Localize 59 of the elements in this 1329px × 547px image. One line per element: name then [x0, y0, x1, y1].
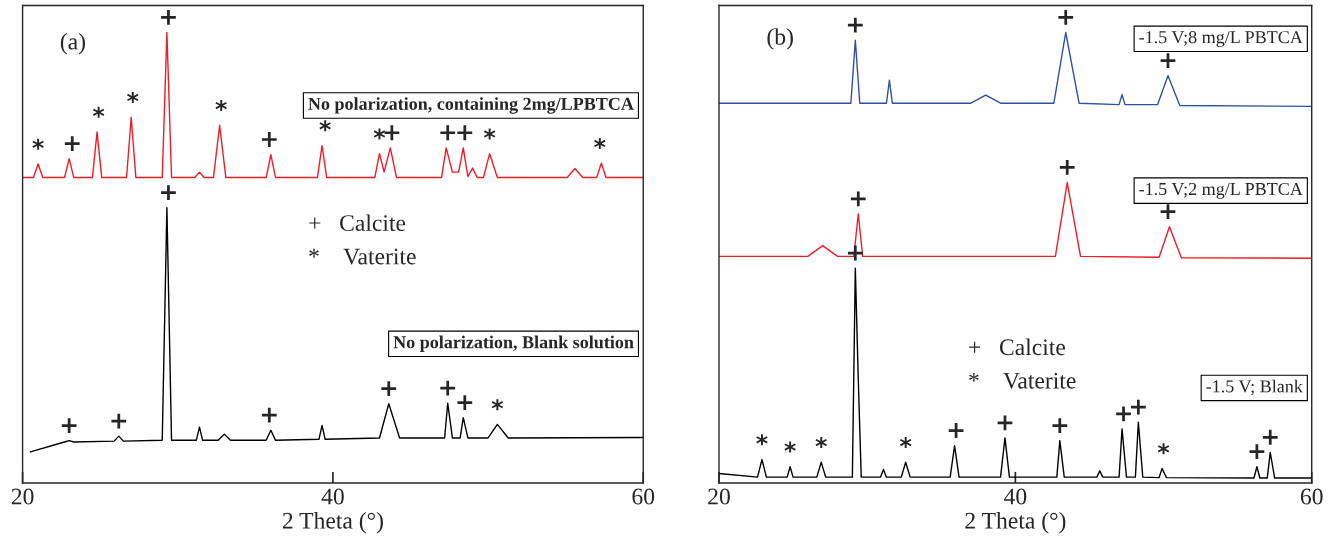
- x-axis-title: 2 Theta (°): [965, 512, 1066, 534]
- annotation: +: [1116, 406, 1131, 422]
- text: -1.5 V; Blank: [1206, 379, 1303, 396]
- annotation: +: [1160, 53, 1176, 69]
- x-tick-label: 60: [1300, 488, 1323, 505]
- annotation: +: [440, 380, 456, 396]
- annotation: +: [1160, 204, 1176, 219]
- annotation: * Vaterite: [969, 372, 1076, 389]
- series-label: No polarization, containing 2mg/LPBTCA: [308, 97, 634, 114]
- annotation: +: [1262, 429, 1278, 445]
- annotation: (a): [60, 32, 85, 55]
- x-tick-label: 40: [321, 488, 344, 505]
- annotation: +: [261, 132, 277, 147]
- annotation: +: [457, 125, 473, 141]
- annotation: +: [1052, 418, 1068, 433]
- annotation: +: [440, 125, 456, 141]
- annotation: +: [161, 10, 176, 25]
- annotation: +: [847, 17, 863, 33]
- annotation: *: [483, 128, 496, 140]
- annotation: +: [111, 413, 127, 429]
- text: -1.5 V;8 mg/L PBTCA: [1139, 31, 1303, 47]
- annotation: +: [948, 423, 964, 438]
- annotation: +: [1059, 160, 1075, 175]
- x-tick-label: 20: [11, 488, 34, 505]
- annotation: *: [319, 120, 331, 132]
- annotation: +: [1249, 444, 1265, 460]
- annotation: +: [384, 125, 400, 141]
- annotation: +: [997, 415, 1013, 431]
- x-tick-label: 60: [632, 488, 655, 505]
- text: -1.5 V;2 mg/L PBTCA: [1139, 182, 1303, 199]
- annotation: (b): [767, 28, 793, 50]
- annotation: *: [900, 437, 912, 449]
- annotation: +: [61, 418, 77, 433]
- annotation: *: [491, 399, 504, 411]
- annotation: * Vaterite: [309, 248, 416, 265]
- annotation: +: [850, 191, 866, 207]
- annotation: *: [1157, 443, 1170, 455]
- annotation: *: [215, 100, 227, 112]
- annotation: *: [92, 106, 105, 118]
- annotation: +: [381, 381, 397, 397]
- annotation: + Calcite: [969, 338, 1066, 356]
- annotation: +: [1130, 399, 1146, 415]
- x-axis-title: 2 Theta (°): [282, 512, 383, 534]
- annotation: *: [594, 137, 606, 149]
- annotation: +: [261, 407, 277, 423]
- annotation: +: [161, 185, 176, 201]
- annotation: *: [784, 441, 796, 453]
- annotation: +: [1058, 10, 1074, 25]
- x-tick-label: 40: [1004, 488, 1027, 505]
- annotation: +: [64, 136, 80, 151]
- text: No polarization, Blank solution: [393, 335, 634, 352]
- x-tick-label: 20: [708, 488, 730, 505]
- annotation: *: [127, 91, 139, 103]
- annotation: *: [756, 434, 768, 446]
- annotation: *: [373, 128, 386, 140]
- annotation: *: [815, 437, 827, 449]
- annotation: +: [457, 395, 473, 410]
- annotation: + Calcite: [309, 214, 406, 232]
- annotation: *: [32, 138, 44, 150]
